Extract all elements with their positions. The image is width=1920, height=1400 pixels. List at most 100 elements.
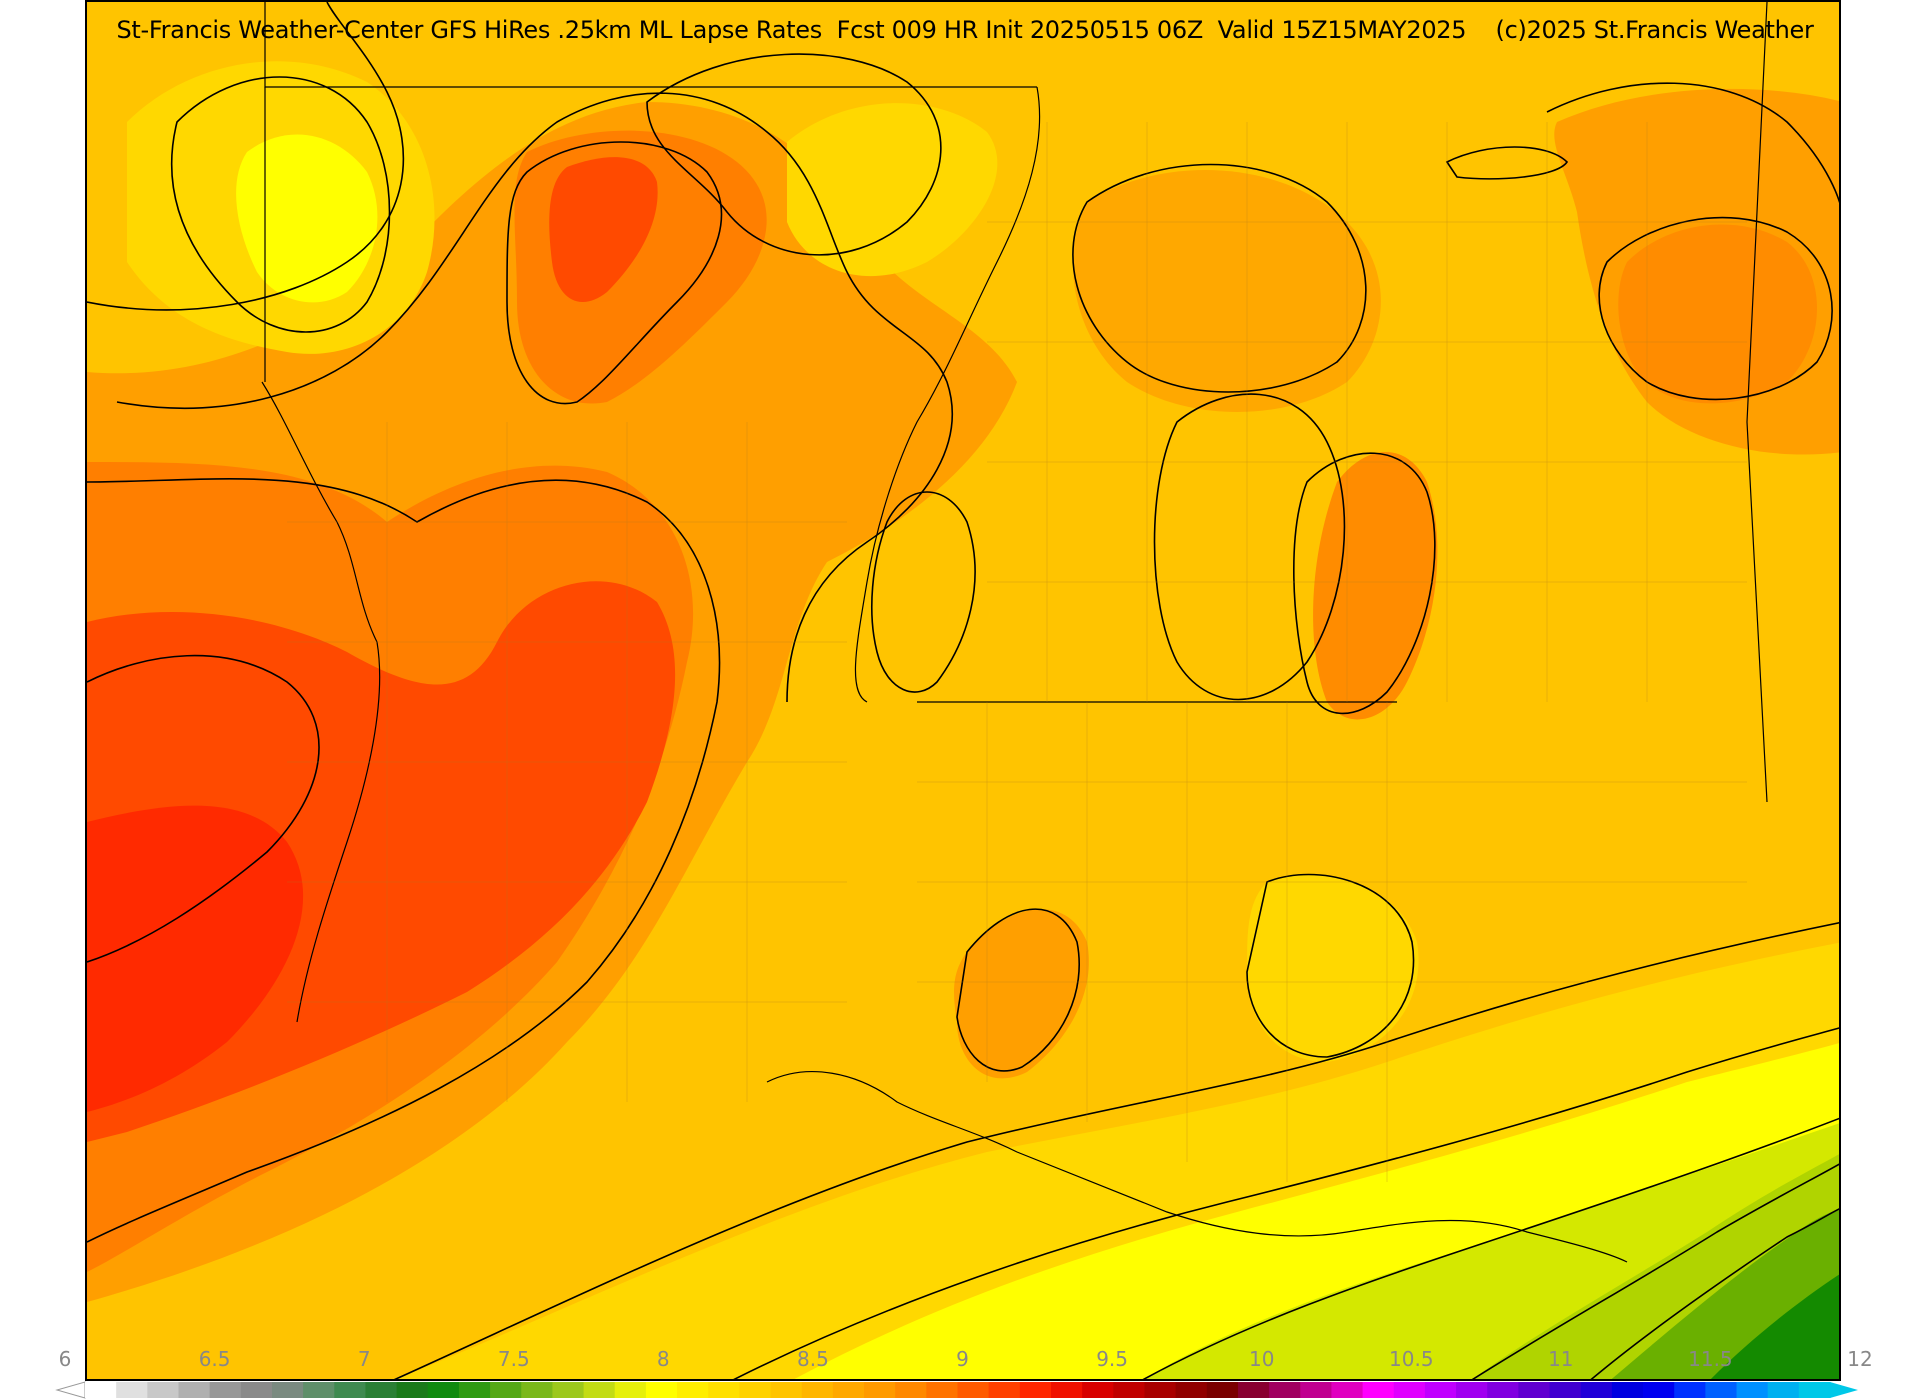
colorbar-swatch xyxy=(677,1382,709,1398)
colorbar-swatch xyxy=(583,1382,616,1398)
colorbar-tick-label: 10 xyxy=(1249,1347,1274,1371)
river-border xyxy=(854,86,1041,703)
county-line xyxy=(1046,122,1648,702)
north-center-yellow-region xyxy=(787,103,998,277)
contour-line xyxy=(1590,1208,1839,1379)
contour-line xyxy=(1598,216,1833,401)
colorbar-swatch xyxy=(1549,1382,1582,1398)
colorbar-tick-label: 7 xyxy=(358,1347,371,1371)
colorbar-swatch xyxy=(988,1382,1021,1398)
colorbar-swatch xyxy=(957,1382,990,1398)
colorbar-swatch xyxy=(1643,1382,1675,1398)
colorbar-swatch xyxy=(521,1382,554,1398)
contour-line xyxy=(1546,82,1839,204)
colorbar-swatch xyxy=(1611,1382,1644,1398)
colorbar-tick-label: 8 xyxy=(657,1347,670,1371)
colorbar-swatch xyxy=(801,1382,834,1398)
colorbar-swatch xyxy=(1050,1382,1083,1398)
county-line xyxy=(287,521,847,1003)
colorbar-swatch xyxy=(1393,1382,1426,1398)
state-border xyxy=(1746,2,1768,803)
colorbar-swatch xyxy=(1580,1382,1613,1398)
central-orange-region xyxy=(1072,169,1381,412)
colorbar-swatch xyxy=(178,1382,211,1398)
colorbar-swatch xyxy=(1331,1382,1364,1398)
lapse-rate-map xyxy=(87,2,1839,1379)
contour-line xyxy=(1072,163,1367,393)
contour-line xyxy=(1293,452,1436,715)
northwest-bright-yellow-region xyxy=(236,134,378,303)
colorbar-swatch xyxy=(1237,1382,1270,1398)
colorbar-swatch xyxy=(1736,1382,1769,1398)
colorbar: 6 6.5 7 7.5 8 8.5 9 9.5 10 10.5 11 11.5 12 xyxy=(55,1347,1873,1399)
colorbar-swatch xyxy=(832,1382,865,1398)
colorbar-swatch xyxy=(427,1382,460,1398)
contour-lines xyxy=(87,2,1839,1379)
colorbar-swatch xyxy=(1082,1382,1114,1398)
contour-line xyxy=(1153,393,1346,701)
colorbar-tick-label: 10.5 xyxy=(1389,1347,1434,1371)
contour-line xyxy=(1445,146,1569,180)
contour-line xyxy=(646,53,942,256)
colorbar-swatch xyxy=(1705,1382,1738,1398)
colorbar-swatch xyxy=(926,1382,959,1398)
contour-line xyxy=(87,478,721,1243)
contour-line xyxy=(116,92,953,703)
contour-line xyxy=(733,1027,1839,1379)
colorbar-swatch xyxy=(271,1382,304,1398)
colorbar-swatch xyxy=(490,1382,522,1398)
contour-line xyxy=(87,2,405,311)
colorbar-swatch xyxy=(1175,1382,1208,1398)
contour-line xyxy=(393,922,1839,1379)
colorbar-swatch xyxy=(240,1382,273,1398)
colorbar-swatch xyxy=(1269,1382,1301,1398)
colorbar-swatch xyxy=(552,1382,585,1398)
contour-line xyxy=(170,76,391,333)
colorbar-tick-label: 6.5 xyxy=(199,1347,231,1371)
contour-line xyxy=(87,654,320,963)
colorbar-swatches xyxy=(55,1381,1858,1399)
colorbar-swatch xyxy=(303,1382,335,1398)
colorbar-swatch xyxy=(1798,1382,1831,1398)
contour-line xyxy=(1142,1117,1839,1379)
colorbar-swatch xyxy=(209,1382,242,1398)
county-line xyxy=(987,221,1747,583)
colorbar-swatch xyxy=(458,1382,491,1398)
colorbar-tick-label: 9.5 xyxy=(1096,1347,1128,1371)
colorbar-swatch xyxy=(770,1382,803,1398)
contour-line xyxy=(1246,873,1415,1058)
contour-line xyxy=(871,491,976,693)
colorbar-swatch xyxy=(739,1382,772,1398)
north-red-orange-region xyxy=(549,157,658,302)
colorbar-swatch xyxy=(1113,1382,1146,1398)
contour-line xyxy=(506,141,723,405)
colorbar-tick-label: 8.5 xyxy=(797,1347,829,1371)
map-title: St-Francis Weather-Center GFS HiRes .25k… xyxy=(116,16,1814,44)
east-yellow-region xyxy=(1247,874,1419,1062)
contour-line xyxy=(1471,1163,1839,1379)
colorbar-swatch xyxy=(116,1382,148,1398)
colorbar-swatch xyxy=(708,1382,740,1398)
colorbar-swatch xyxy=(1206,1382,1239,1398)
map-panel: St-Francis Weather-Center GFS HiRes .25k… xyxy=(85,0,1841,1381)
colorbar-swatch xyxy=(1487,1382,1519,1398)
colorbar-swatch xyxy=(1424,1382,1457,1398)
colorbar-swatch xyxy=(895,1382,927,1398)
colorbar-swatch xyxy=(1019,1382,1052,1398)
colorbar-min-arrow xyxy=(55,1381,86,1399)
colorbar-swatch xyxy=(1767,1382,1800,1398)
county-line xyxy=(917,781,1747,983)
southeast-dark-green-region xyxy=(1710,1274,1839,1379)
coastline xyxy=(766,1071,1628,1263)
colorbar-swatch xyxy=(1518,1382,1551,1398)
colorbar-swatch xyxy=(365,1382,398,1398)
colorbar-tick-label: 11 xyxy=(1548,1347,1573,1371)
colorbar-swatch xyxy=(645,1382,678,1398)
colorbar-swatch xyxy=(85,1382,117,1398)
county-line xyxy=(986,702,1388,1182)
colorbar-swatch xyxy=(614,1382,647,1398)
colorbar-swatch xyxy=(1674,1382,1706,1398)
colorbar-tick-label: 6 xyxy=(59,1347,72,1371)
colorbar-swatch xyxy=(1300,1382,1333,1398)
colorbar-max-arrow xyxy=(1830,1382,1858,1398)
